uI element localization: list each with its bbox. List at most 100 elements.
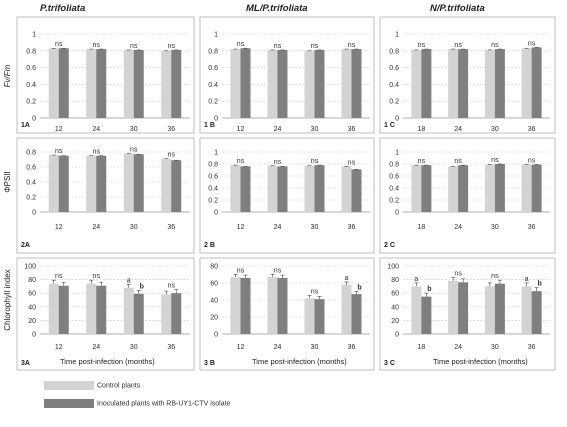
bar-control-2c	[411, 165, 422, 212]
bar-control-3c	[411, 286, 422, 334]
panel-id-1c: 1 C	[384, 122, 395, 129]
bar-inoculated-3b	[277, 277, 288, 334]
bar-inoculated-2b	[240, 166, 251, 212]
panel-id-2b: 2 B	[204, 242, 215, 249]
bar-control-2b	[267, 165, 278, 212]
bar-control-3a	[123, 287, 134, 334]
y-tick-label-2c: 0.2	[389, 198, 399, 205]
y-tick-label-1c: 0.8	[389, 48, 399, 55]
y-tick-label-2c: 0.6	[389, 174, 399, 181]
significance-label-3b: ns	[237, 267, 245, 274]
bar-inoculated-1b	[351, 49, 362, 119]
bar-inoculated-2c	[421, 165, 432, 212]
y-tick-label-1c: 0.2	[389, 99, 399, 106]
significance-label-3a: b	[140, 283, 144, 290]
y-tick-label-3b: 80	[210, 264, 218, 271]
significance-label-2a: ns	[93, 149, 101, 156]
y-tick-label-3c: 20	[391, 318, 399, 325]
panel-id-2a: 2A	[21, 242, 30, 249]
bar-inoculated-1a	[171, 49, 182, 118]
bar-control-1c	[521, 48, 532, 118]
bar-control-2b	[304, 165, 315, 212]
bar-inoculated-2a	[133, 154, 144, 212]
legend-label-inoculated: Inoculated plants with RB-UY1-CTV isolat…	[97, 400, 231, 408]
bar-control-2a	[161, 158, 172, 212]
x-tick-label-3c: 24	[454, 344, 462, 351]
y-tick-label-1c: 0.4	[389, 82, 399, 89]
x-tick-label-1c: 24	[454, 126, 462, 133]
significance-label-1c: ns	[528, 40, 536, 47]
bar-control-1a	[161, 50, 172, 118]
significance-label-1c: ns	[418, 42, 426, 49]
significance-label-3c: a	[414, 276, 418, 283]
bar-control-3a	[161, 294, 172, 334]
bar-control-3c	[484, 286, 495, 334]
x-tick-label-1a: 24	[92, 126, 100, 133]
x-tick-label-2a: 12	[55, 224, 63, 231]
x-tick-label-3a: 24	[92, 344, 100, 351]
y-tick-label-3a: 80	[28, 277, 36, 284]
bar-control-2c	[521, 164, 532, 212]
x-axis-title-3b: Time post-infection (months)	[252, 357, 347, 366]
x-tick-label-2b: 24	[274, 224, 282, 231]
bar-control-1c	[484, 49, 495, 118]
bar-inoculated-2b	[277, 166, 288, 212]
significance-label-2a: ns	[168, 152, 176, 159]
significance-label-2a: ns	[55, 148, 63, 155]
bar-control-2a	[123, 153, 134, 212]
significance-label-1a: ns	[130, 43, 138, 50]
y-axis-title-2a: ΦPSII	[3, 171, 12, 193]
legend-label-control: Control plants	[97, 382, 141, 390]
significance-label-1c: ns	[454, 42, 462, 49]
bar-control-1b	[267, 49, 278, 118]
y-tick-label-1b: 0	[214, 116, 218, 123]
y-tick-label-1a: 0	[32, 116, 36, 123]
bar-inoculated-2c	[458, 165, 469, 212]
significance-label-1a: ns	[93, 42, 101, 49]
y-tick-label-2a: 0.6	[26, 165, 36, 172]
panel-frame-2b	[199, 137, 375, 254]
bar-control-3c	[448, 280, 459, 334]
panel-id-1a: 1A	[21, 122, 30, 129]
panel-frame-2a	[16, 137, 195, 254]
y-tick-label-2c: 0	[395, 210, 399, 217]
bar-inoculated-1a	[58, 48, 69, 118]
panel-id-2c: 2 C	[384, 242, 395, 249]
bar-inoculated-3a	[96, 285, 107, 334]
x-tick-label-1b: 12	[237, 126, 245, 133]
column-title-ml-p-trifoliata: ML/P.trifoliata	[246, 3, 308, 14]
legend-control: Control plants	[44, 381, 140, 390]
bar-inoculated-3c	[458, 282, 469, 334]
x-tick-label-3c: 30	[491, 344, 499, 351]
x-tick-label-2c: 36	[528, 224, 536, 231]
y-tick-label-1a: 0.6	[26, 65, 36, 72]
bar-inoculated-3c	[494, 283, 505, 334]
bar-control-1b	[304, 50, 315, 118]
significance-label-2c: ns	[528, 158, 536, 165]
x-tick-label-3a: 12	[55, 344, 63, 351]
y-tick-label-3b: 60	[210, 281, 218, 288]
bar-control-1b	[230, 49, 241, 119]
x-tick-label-1c: 36	[528, 126, 536, 133]
bar-inoculated-2a	[58, 155, 69, 212]
y-tick-label-3a: 40	[28, 304, 36, 311]
bar-inoculated-2b	[351, 169, 362, 212]
y-tick-label-3a: 100	[24, 264, 36, 271]
significance-label-1b: ns	[348, 42, 356, 49]
y-tick-label-2b: 1	[214, 150, 218, 157]
bar-inoculated-3c	[531, 291, 542, 334]
significance-label-1b: ns	[311, 43, 319, 50]
bar-inoculated-2c	[494, 164, 505, 212]
significance-label-3a: ns	[55, 273, 63, 280]
x-tick-label-2a: 24	[92, 224, 100, 231]
significance-label-2a: ns	[130, 146, 138, 153]
y-tick-label-1b: 0.4	[208, 82, 218, 89]
y-tick-label-3c: 40	[391, 304, 399, 311]
significance-label-2b: ns	[348, 159, 356, 166]
panel-frame-1c	[379, 16, 556, 134]
x-tick-label-1a: 36	[167, 126, 175, 133]
x-tick-label-3a: 36	[167, 344, 175, 351]
bar-control-2a	[48, 155, 59, 212]
bar-control-2b	[230, 165, 241, 212]
panel-frame-3c	[379, 257, 556, 371]
